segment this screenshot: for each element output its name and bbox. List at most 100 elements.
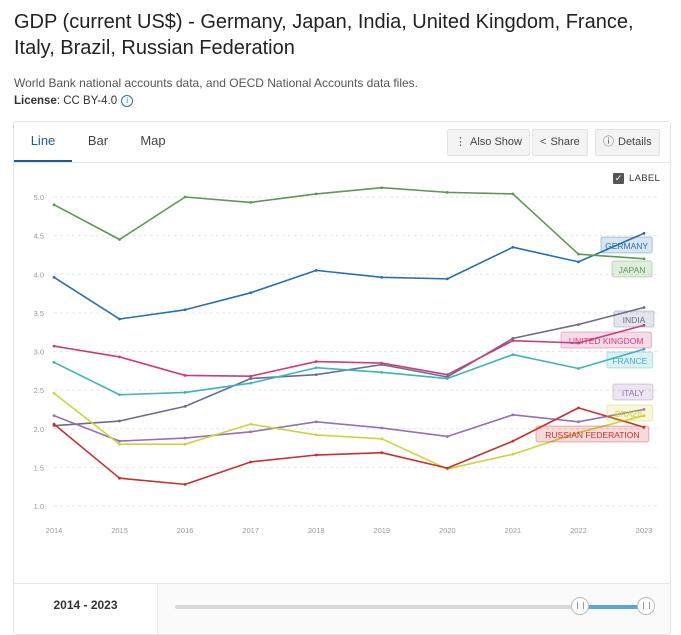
info-icon[interactable]: i — [121, 95, 134, 107]
data-point — [511, 452, 515, 456]
tab-bar[interactable]: Bar — [87, 133, 109, 148]
series-label-box — [613, 310, 655, 328]
data-point — [183, 195, 187, 199]
data-point — [314, 268, 318, 272]
data-point — [118, 476, 121, 480]
chart-tabs: Line Bar Map — [14, 122, 214, 162]
details-button[interactable]: ⓘ Details — [595, 129, 660, 156]
series-line-france — [53, 348, 645, 396]
y-tick-label: 2.0 — [34, 425, 44, 434]
slider-fill — [579, 605, 645, 609]
data-point — [183, 391, 187, 394]
data-point — [249, 430, 253, 434]
series-label: JAPAN — [619, 265, 646, 275]
label-checkbox[interactable]: ✓ — [613, 173, 624, 184]
series-label-box — [606, 404, 654, 422]
series-label: BRAZIL — [615, 409, 645, 419]
tab-line[interactable]: Line — [14, 122, 72, 162]
license-value: : CC BY-4.0 — [56, 95, 118, 108]
also-show-button[interactable]: ⋮ Also Show — [447, 129, 530, 156]
x-tick-label: 2021 — [505, 526, 522, 535]
y-tick-label: 3.0 — [34, 348, 44, 357]
year-slider[interactable] — [175, 597, 655, 615]
data-point — [314, 420, 318, 424]
x-tick-label: 2022 — [570, 526, 587, 535]
data-point — [511, 413, 515, 417]
data-point — [249, 422, 253, 426]
data-point — [511, 439, 515, 443]
data-point — [380, 370, 384, 374]
data-point — [380, 451, 384, 455]
data-point — [577, 420, 580, 424]
series-line-italy — [53, 408, 645, 442]
data-point — [577, 431, 580, 435]
data-point — [445, 373, 449, 377]
series-label-box — [600, 236, 653, 254]
data-point — [183, 404, 187, 408]
share-button[interactable]: < Share — [532, 129, 588, 156]
data-point — [577, 406, 580, 410]
series-label-box — [611, 260, 653, 278]
series-line-japan — [53, 186, 645, 260]
license-label: License — [14, 95, 57, 108]
data-point — [249, 201, 253, 204]
series-label-box — [560, 331, 652, 349]
year-range: 2014 - 2023 — [14, 584, 158, 634]
data-point — [642, 408, 646, 411]
data-point — [314, 373, 318, 377]
data-point — [118, 442, 121, 446]
data-point — [445, 435, 449, 438]
data-point — [52, 203, 56, 207]
share-label: Share — [550, 136, 580, 148]
data-point — [380, 275, 384, 279]
line-chart: 1.0 1.5 2.0 2.5 3.0 3.5 4.0 4.5 5.0 2014 2015 2016 2… — [34, 186, 660, 535]
chart-card: Line Bar Map ⋮ Also Show < Share ⓘ Details … — [13, 121, 671, 635]
x-tick-label: 2019 — [373, 526, 390, 535]
data-point — [577, 252, 580, 256]
x-tick-label: 2016 — [177, 526, 194, 535]
share-icon: < — [540, 136, 547, 148]
page-subtitle: World Bank national accounts data, and O… — [14, 76, 419, 90]
y-tick-label: 4.0 — [34, 270, 44, 279]
x-tick-label: 2018 — [308, 526, 325, 535]
data-point — [183, 436, 187, 440]
series-label-box — [606, 351, 654, 369]
data-point — [314, 360, 318, 363]
data-point — [314, 453, 318, 457]
y-tick-label: 2.5 — [34, 386, 44, 395]
x-tick-label: 2020 — [439, 526, 456, 535]
data-point — [445, 277, 449, 281]
tab-map[interactable]: Map — [140, 133, 166, 148]
y-tick-label: 5.0 — [34, 193, 44, 202]
data-point — [577, 323, 580, 326]
data-point — [249, 374, 253, 378]
x-tick-label: 2014 — [46, 526, 63, 535]
series-label: FRANCE — [612, 356, 647, 366]
slider-end-handle[interactable] — [637, 597, 655, 615]
data-point — [445, 466, 449, 470]
y-tick-label: 1.0 — [34, 502, 44, 511]
data-point — [314, 366, 318, 370]
data-point — [118, 355, 121, 359]
series-label-box — [612, 383, 654, 401]
series-label-box — [535, 425, 650, 443]
data-point — [380, 437, 384, 441]
data-point — [642, 306, 646, 309]
data-point — [314, 433, 318, 437]
x-tick-label: 2017 — [242, 526, 259, 535]
x-tick-label: 2015 — [111, 526, 128, 535]
info-circle-icon: ⓘ — [603, 136, 614, 148]
data-point — [183, 482, 187, 486]
data-point — [52, 275, 56, 279]
data-point — [183, 308, 187, 312]
also-show-label: Also Show — [470, 136, 522, 148]
y-tick-label: 4.5 — [34, 232, 44, 241]
slider-start-handle[interactable] — [571, 597, 589, 615]
data-point — [642, 257, 646, 261]
series-line-india — [53, 306, 645, 427]
data-point — [577, 367, 580, 370]
data-point — [52, 414, 56, 418]
series-line-brazil — [53, 392, 645, 470]
series-label: GERMANY — [605, 241, 648, 251]
y-tick-label: 3.5 — [34, 309, 44, 318]
